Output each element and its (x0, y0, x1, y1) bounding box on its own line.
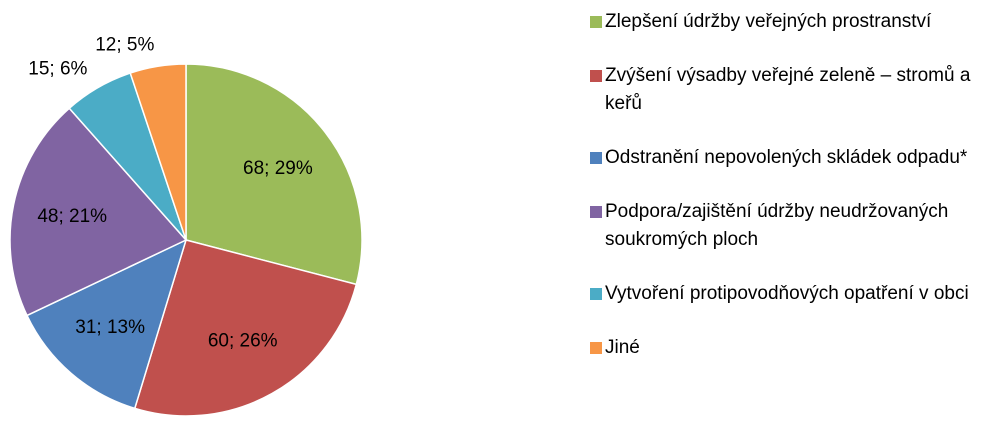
data-label: 48; 21% (37, 206, 107, 227)
legend-label: Zlepšení údržby veřejných prostranství (605, 11, 932, 32)
slice (25, 238, 188, 410)
legend-label: Odstranění nepovolených skládek odpadu* (605, 147, 968, 168)
slice (133, 239, 358, 417)
legend-swatch (590, 152, 602, 164)
data-label: 60; 26% (208, 330, 278, 351)
legend-swatch (590, 288, 602, 300)
slice (185, 63, 363, 286)
legend-swatch (590, 342, 602, 354)
legend-swatch (590, 70, 602, 82)
slice (9, 107, 188, 317)
legend-swatch (590, 206, 602, 218)
data-label: 31; 13% (75, 317, 145, 338)
legend-label: Jiné (605, 337, 640, 358)
legend-item: Zvýšení výsadby veřejné zeleně – stromů … (590, 62, 975, 118)
data-label: 15; 6% (28, 58, 87, 79)
legend-item: Vytvoření protipovodňových opatření v ob… (590, 280, 975, 308)
legend: Zlepšení údržby veřejných prostranství Zv… (590, 8, 975, 388)
legend-swatch (590, 16, 602, 28)
slice (129, 63, 187, 241)
data-label: 12; 5% (95, 34, 154, 55)
legend-label: Podpora/zajištění údržby neudržovaných s… (605, 201, 949, 250)
legend-label: Vytvoření protipovodňových opatření v ob… (605, 283, 969, 304)
legend-label: Zvýšení výsadby veřejné zeleně – stromů … (605, 65, 971, 114)
legend-item: Zlepšení údržby veřejných prostranství (590, 8, 975, 36)
legend-item: Podpora/zajištění údržby neudržovaných s… (590, 198, 975, 254)
data-label: 68; 29% (243, 158, 313, 179)
legend-item: Odstranění nepovolených skládek odpadu* (590, 144, 975, 172)
legend-item: Jiné (590, 334, 975, 362)
